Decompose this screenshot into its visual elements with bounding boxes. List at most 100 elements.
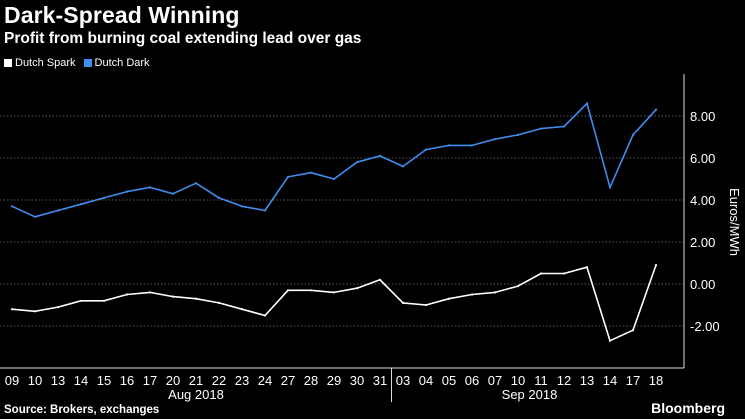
data-point-spark: [631, 329, 635, 332]
x-tick-label: 23: [235, 373, 249, 388]
data-point-dark: [171, 192, 175, 195]
x-group-label: Aug 2018: [168, 387, 224, 402]
data-point-spark: [332, 291, 336, 294]
y-tick-label: 6.00: [690, 151, 715, 166]
y-tick-label: 2.00: [690, 235, 715, 250]
tick-labels: -2.00 0.00 2.00 4.00 6.00 8.00 09 10 13 14 15 16 17 2…: [5, 109, 720, 402]
chart-title: Dark-Spread Winning: [4, 2, 240, 28]
legend-label-spark: Dutch Spark: [15, 57, 76, 69]
data-point-spark: [355, 287, 359, 290]
data-point-dark: [148, 186, 152, 189]
data-point-spark: [10, 308, 14, 311]
data-point-dark: [447, 144, 451, 147]
data-point-spark: [424, 303, 428, 307]
data-point-dark: [79, 203, 83, 206]
data-point-dark: [539, 127, 543, 130]
data-point-spark: [493, 291, 497, 294]
data-point-spark: [539, 272, 543, 275]
y-tick-label: -2.00: [690, 319, 720, 334]
data-point-dark: [125, 190, 129, 193]
data-point-dark: [378, 154, 382, 157]
x-tick-label: 10: [511, 373, 525, 388]
axes: [0, 74, 685, 402]
x-tick-label: 20: [166, 373, 180, 388]
x-tick-label: 13: [580, 373, 594, 388]
legend-swatch-spark: [4, 59, 12, 67]
data-point-spark: [401, 301, 405, 304]
x-tick-label: 29: [327, 373, 341, 388]
series-line-spark: [11, 264, 657, 342]
data-point-dark: [240, 205, 244, 208]
data-point-dark: [102, 196, 106, 199]
data-point-dark: [263, 209, 267, 212]
x-tick-label: 11: [534, 373, 548, 388]
x-tick-label: 18: [649, 373, 663, 388]
data-point-dark: [585, 102, 589, 105]
x-tick-label: 21: [189, 373, 203, 388]
legend-swatch-dark: [83, 59, 92, 67]
x-tick-label: 14: [74, 373, 88, 388]
x-tick-label: 27: [281, 373, 295, 388]
data-point-spark: [171, 295, 175, 298]
data-point-dark: [631, 133, 635, 136]
x-tick-label: 09: [5, 373, 19, 388]
y-tick-label: 0.00: [690, 277, 715, 292]
data-point-dark: [194, 182, 198, 185]
x-tick-label: 30: [350, 373, 364, 388]
y-axis-label: Euros/MWh: [727, 188, 742, 256]
y-tick-label: 4.00: [690, 193, 715, 208]
x-tick-label: 17: [143, 373, 157, 388]
data-point-spark: [654, 264, 658, 267]
x-tick-label: 13: [51, 373, 65, 388]
data-point-spark: [125, 293, 129, 296]
data-point-spark: [562, 272, 566, 275]
data-point-dark: [286, 175, 290, 178]
x-tick-label: 12: [557, 373, 571, 388]
data-point-spark: [585, 266, 589, 269]
x-tick-label: 31: [373, 373, 387, 388]
x-tick-label: 22: [212, 373, 226, 388]
data-point-dark: [10, 205, 14, 208]
data-point-spark: [378, 278, 382, 281]
x-group-label: Sep 2018: [502, 387, 558, 402]
x-tick-label: 16: [120, 373, 134, 388]
data-point-spark: [194, 297, 198, 300]
x-tick-label: 03: [396, 373, 410, 388]
data-point-dark: [516, 133, 520, 136]
data-point-dark: [562, 125, 566, 128]
data-point-spark: [470, 293, 474, 296]
data-point-dark: [401, 165, 405, 168]
x-tick-label: 17: [626, 373, 640, 388]
data-point-dark: [309, 171, 313, 174]
data-point-spark: [447, 297, 451, 300]
data-point-dark: [355, 161, 359, 164]
legend-item-spark: Dutch Spark: [4, 57, 76, 69]
data-point-dark: [493, 138, 497, 141]
x-tick-label: 24: [258, 373, 272, 388]
data-point-dark: [33, 215, 37, 218]
data-point-dark: [56, 209, 60, 212]
legend-label-dark: Dutch Dark: [94, 57, 150, 69]
data-point-spark: [263, 314, 267, 317]
x-tick-label: 15: [97, 373, 111, 388]
y-tick-label: 8.00: [690, 109, 715, 124]
series-lines: [10, 102, 658, 342]
data-point-dark: [424, 148, 428, 151]
x-tick-label: 07: [488, 373, 502, 388]
data-point-dark: [332, 177, 336, 181]
data-point-spark: [608, 339, 612, 342]
data-point-dark: [608, 186, 612, 189]
gridlines: [0, 115, 684, 327]
data-point-dark: [470, 144, 474, 147]
data-point-spark: [102, 299, 106, 302]
x-tick-label: 05: [442, 373, 456, 388]
data-point-spark: [148, 291, 152, 294]
data-point-spark: [286, 289, 290, 292]
legend-item-dark: Dutch Dark: [83, 57, 150, 69]
x-tick-label: 14: [603, 373, 617, 388]
data-point-spark: [217, 301, 221, 304]
x-tick-label: 04: [419, 373, 433, 388]
x-tick-label: 10: [28, 373, 42, 388]
bloomberg-logo: Bloomberg: [651, 400, 725, 416]
data-point-spark: [516, 285, 520, 288]
